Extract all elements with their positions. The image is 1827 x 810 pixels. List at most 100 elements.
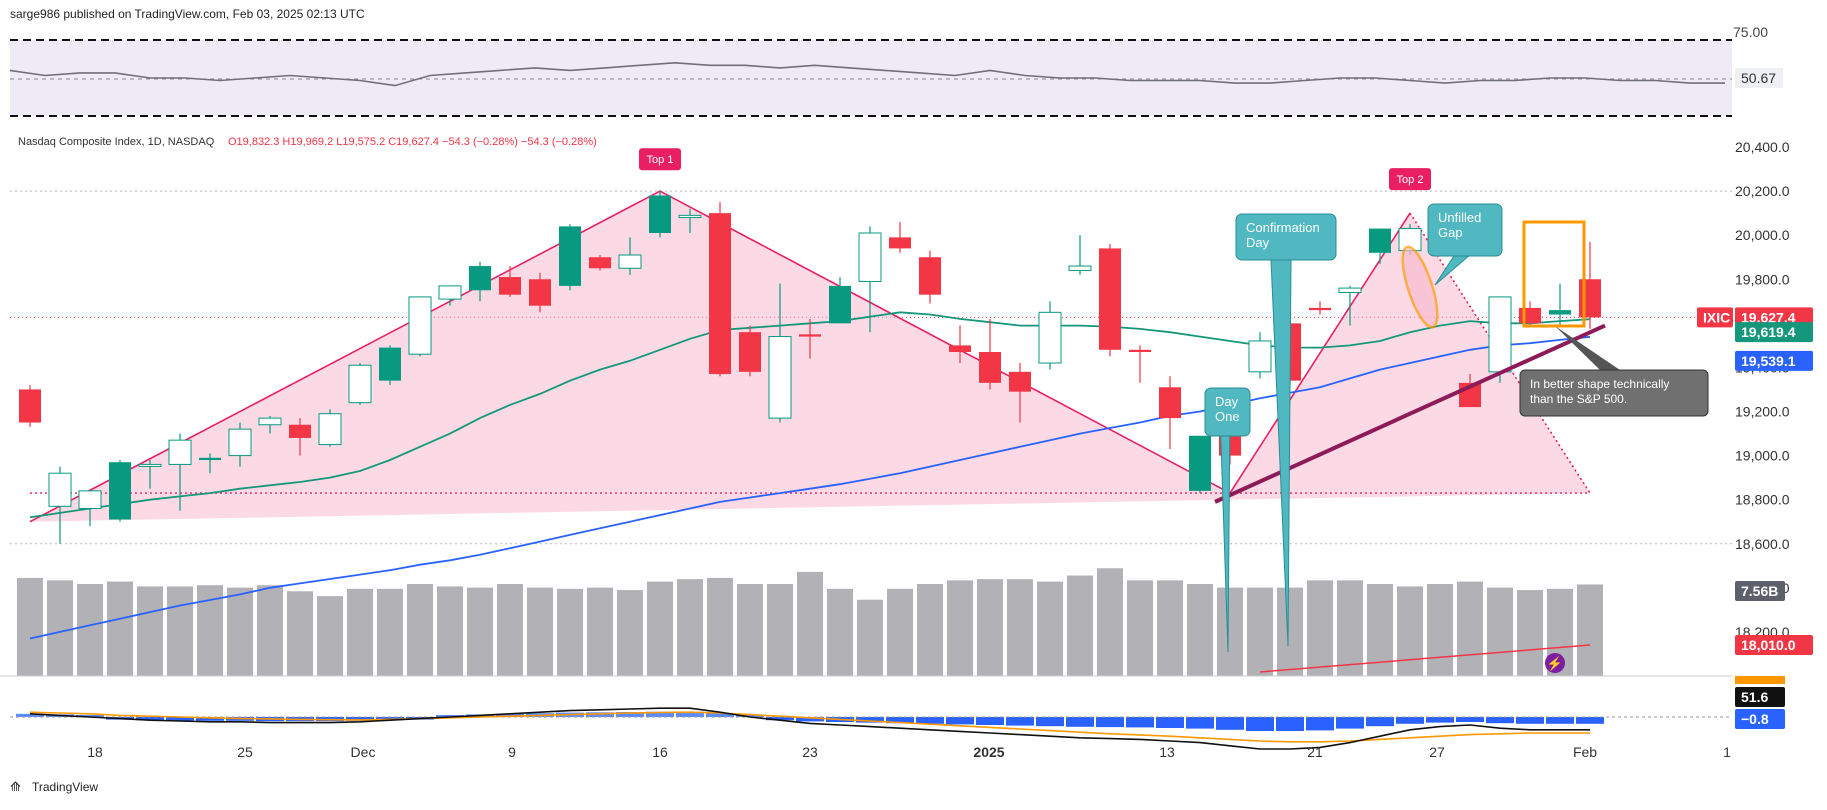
candle-body <box>168 439 192 465</box>
y-tick-label: 20,400.0 <box>1735 139 1790 155</box>
x-tick-label: 9 <box>508 744 516 760</box>
rsi-value-label: 50.67 <box>1741 70 1776 86</box>
volume-bar <box>947 580 973 676</box>
candle-body <box>829 285 851 324</box>
macd-histogram-bar <box>1366 717 1394 727</box>
macd-histogram-bar <box>946 717 974 725</box>
top1-badge-text: Top 1 <box>647 154 674 166</box>
x-tick-label: 23 <box>802 744 818 760</box>
candle-body <box>1519 307 1541 324</box>
rsi-panel-bg <box>10 40 1732 116</box>
x-tick-label: 27 <box>1429 744 1445 760</box>
ma-blue-line <box>29 335 1591 640</box>
volume-bar <box>1307 580 1333 676</box>
ma-blue-tag-text: 19,539.1 <box>1741 353 1796 369</box>
macd-histogram-bar <box>1006 717 1034 726</box>
candle-body <box>1248 340 1272 373</box>
x-tick-label: 13 <box>1159 744 1175 760</box>
volume-bar <box>587 587 613 676</box>
candle-body <box>1549 310 1571 315</box>
macd-histogram-bar <box>1576 717 1604 724</box>
candle-body <box>739 332 761 372</box>
candle-body <box>1068 265 1092 271</box>
volume-bar <box>1457 581 1483 676</box>
candle-body <box>318 413 342 446</box>
volume-bar <box>1097 568 1123 676</box>
note-callout <box>1519 369 1709 417</box>
candle-body <box>48 472 72 507</box>
candle-body <box>1579 279 1601 318</box>
x-tick-label: Feb <box>1573 744 1597 760</box>
y-tick-label: 19,800.0 <box>1735 271 1790 287</box>
close-price-tag-text: 19,627.4 <box>1741 309 1796 325</box>
volume-bar <box>887 588 913 676</box>
macd-value-tag <box>1735 687 1785 707</box>
volume-bar <box>467 587 493 676</box>
volume-bar <box>857 599 883 676</box>
ma-green-tag-text: 19,619.4 <box>1741 324 1796 340</box>
top2-badge <box>1389 168 1431 191</box>
candle-body <box>1159 387 1181 419</box>
x-tick-label: Dec <box>351 744 376 760</box>
macd-histogram-bar <box>1456 717 1484 722</box>
macd-histogram-bar <box>1156 717 1184 728</box>
volume-bar <box>167 586 193 676</box>
candle-body <box>799 334 821 337</box>
volume-tag-text: 7.56B <box>1741 583 1778 599</box>
macd-histogram-bar <box>166 717 194 721</box>
candle-body <box>1099 248 1121 350</box>
candle-body <box>1129 349 1151 352</box>
candle-body <box>678 214 702 219</box>
note-pointer <box>1555 326 1620 370</box>
macd-signal-tag <box>1735 709 1785 729</box>
macd-histogram-bar <box>76 715 104 717</box>
macd-histogram-bar <box>16 713 44 717</box>
candle-body <box>348 364 372 404</box>
candle-body <box>199 457 221 460</box>
volume-bar <box>977 579 1003 676</box>
macd-histogram-bar <box>1246 717 1274 731</box>
top1-badge <box>639 148 681 171</box>
macd-histogram-bar <box>646 711 674 717</box>
volume-bar <box>1247 587 1273 676</box>
volume-bar <box>317 596 343 676</box>
symbol-tag-text: IXIC <box>1703 309 1730 325</box>
y-tick-label: 20,000.0 <box>1735 227 1790 243</box>
candle-body <box>1189 435 1211 491</box>
candle-body <box>889 237 911 249</box>
volume-bar <box>257 585 283 676</box>
candle-body <box>78 490 102 509</box>
note-text: In better shape technically <box>1530 377 1669 391</box>
candle-body <box>438 285 462 300</box>
macd-histogram-bar <box>1096 717 1124 728</box>
candle-body <box>408 296 432 355</box>
macd-signal-line <box>29 711 1590 743</box>
macd-histogram-bar <box>676 711 704 717</box>
macd-histogram-bar <box>856 717 884 723</box>
candle-body <box>228 428 252 457</box>
lightning-icon[interactable] <box>1545 653 1565 673</box>
ma-blue-tag <box>1735 350 1813 371</box>
x-tick-label: 2025 <box>973 744 1004 760</box>
macd-histogram-bar <box>766 717 794 721</box>
candle-body <box>379 347 401 381</box>
volume-bar <box>227 587 253 676</box>
volume-bar <box>827 588 853 676</box>
volume-ma-line <box>1259 644 1591 673</box>
volume-bar <box>917 584 943 676</box>
y-tick-label: 18,600.0 <box>1735 536 1790 552</box>
volume-bar <box>347 588 373 676</box>
candle-body <box>1309 307 1331 311</box>
candle-body <box>858 232 882 282</box>
volume-ma-tag-text: 18,010.0 <box>1741 637 1796 653</box>
confirmation-callout-text: Confirmation <box>1246 220 1320 235</box>
volume-bar <box>287 591 313 676</box>
y-tick-label: 20,200.0 <box>1735 183 1790 199</box>
candle-body <box>109 462 131 520</box>
y-tick-label: 19,200.0 <box>1735 404 1790 420</box>
volume-bar <box>767 584 793 676</box>
candle-body <box>529 279 551 306</box>
x-tick-label: 1 <box>1723 744 1731 760</box>
